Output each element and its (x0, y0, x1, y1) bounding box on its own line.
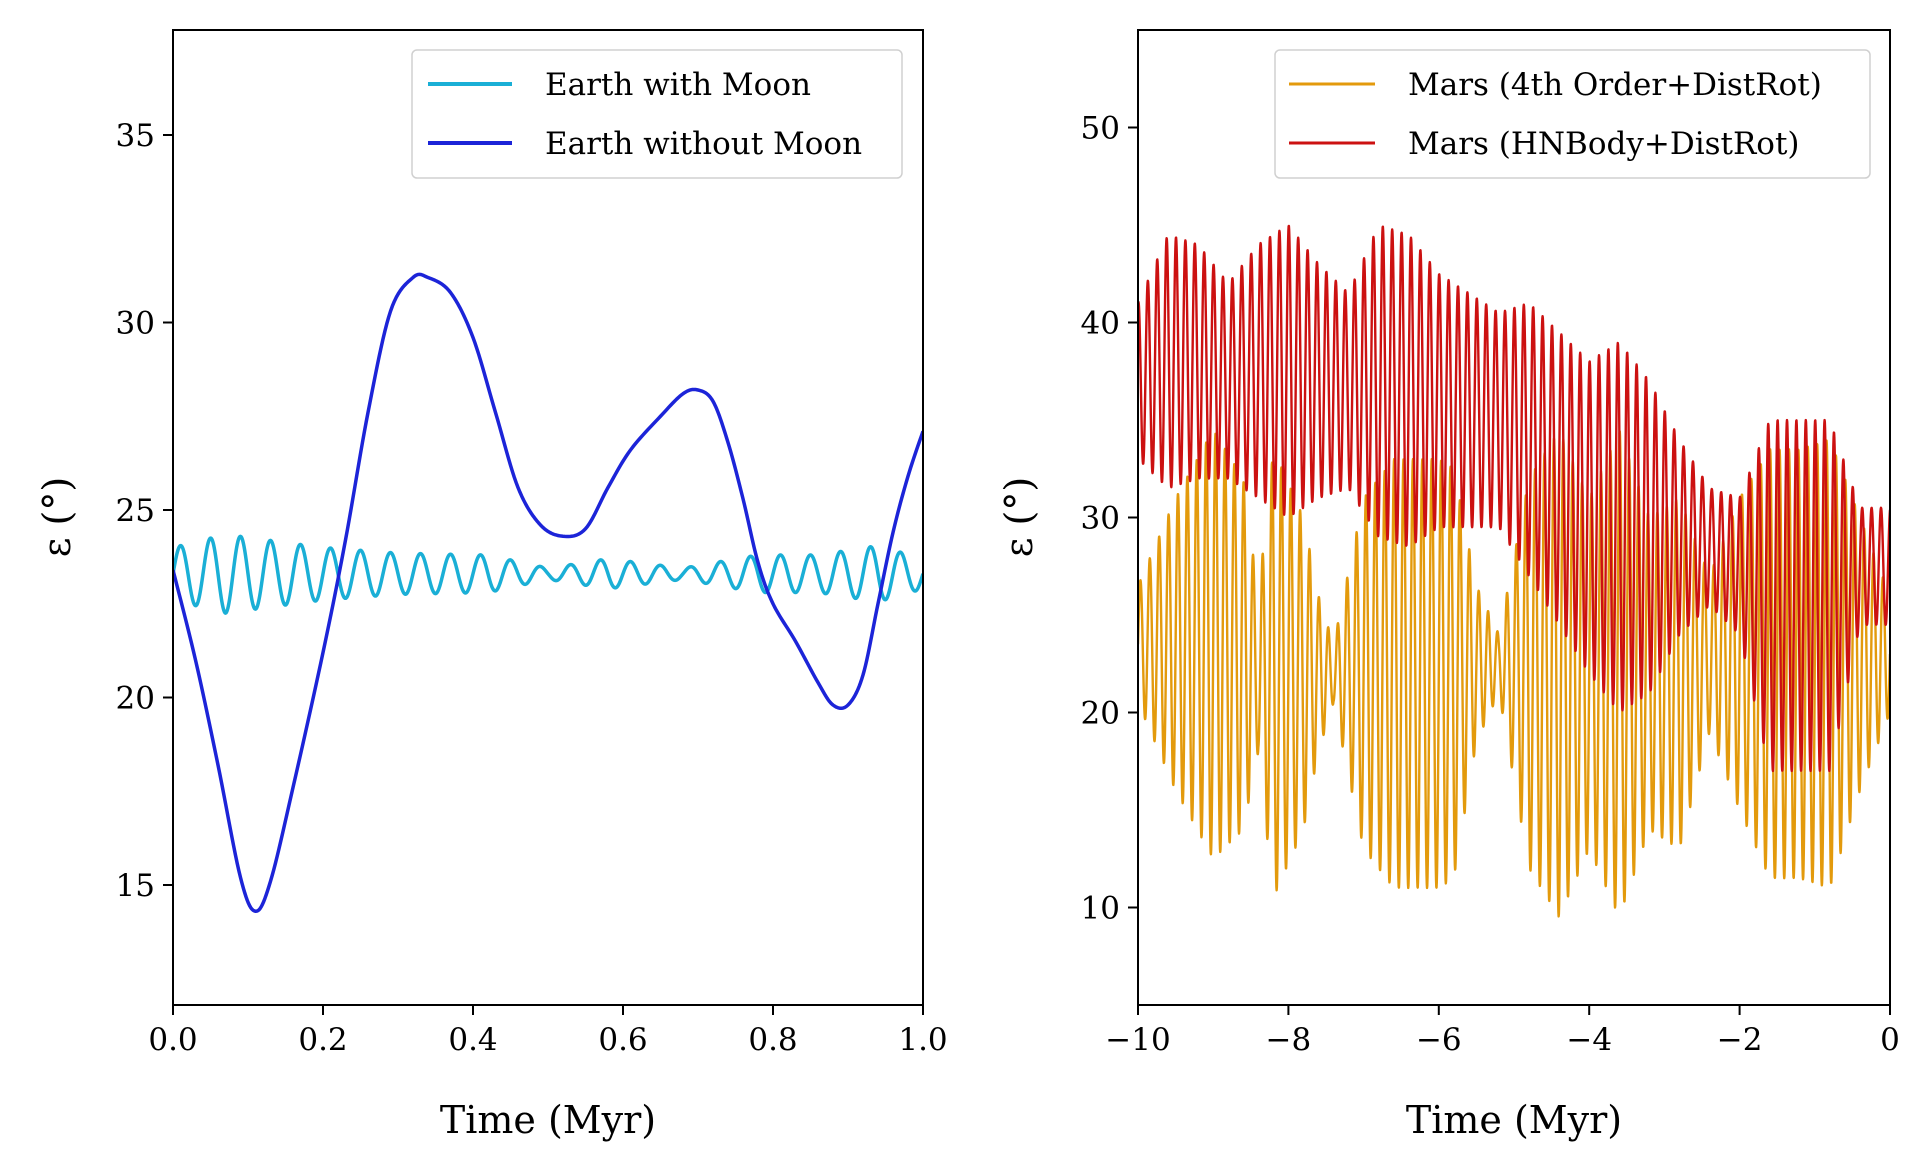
legend-box (1274, 49, 1871, 179)
x-axis: 0.0 0.2 0.4 0.6 0.8 1.0 (148, 1005, 948, 1058)
y-tick-label: 20 (1081, 696, 1120, 732)
legend-label-earth-with-moon: Earth with Moon (545, 67, 811, 103)
x-tick-label: 0.2 (298, 1022, 347, 1058)
x-tick-label: −8 (1266, 1022, 1312, 1058)
series-line-0 (1138, 430, 1890, 918)
legend-label-mars-hnbody: Mars (HNBody+DistRot) (1408, 126, 1800, 162)
y-tick-label: 40 (1081, 306, 1120, 342)
x-tick-label: −4 (1566, 1022, 1612, 1058)
y-axis-title: ε (°) (997, 477, 1041, 557)
legend-box (411, 49, 903, 179)
x-tick-label: 1.0 (898, 1022, 947, 1058)
y-axis: 10 20 30 40 50 (1081, 111, 1138, 927)
y-tick-label: 30 (1081, 501, 1120, 537)
y-tick-label: 35 (116, 118, 155, 154)
x-axis-title: Time (Myr) (1406, 1098, 1622, 1142)
series-line-1 (1138, 224, 1890, 773)
y-tick-label: 15 (116, 868, 155, 904)
y-axis-title: ε (°) (35, 477, 79, 557)
x-tick-label: −10 (1105, 1022, 1170, 1058)
x-axis-title: Time (Myr) (440, 1098, 656, 1142)
series-layer (173, 272, 923, 913)
plot-frame (172, 29, 924, 1006)
x-tick-label: −6 (1416, 1022, 1462, 1058)
x-axis: −10 −8 −6 −4 −2 0 (1105, 1005, 1900, 1058)
x-tick-label: 0.6 (598, 1022, 647, 1058)
series-line-1 (173, 272, 923, 913)
series-line-0 (173, 534, 923, 615)
x-tick-label: 0.0 (148, 1022, 197, 1058)
legend: Mars (4th Order+DistRot) Mars (HNBody+Di… (1274, 49, 1871, 179)
y-tick-label: 25 (116, 493, 155, 529)
legend-label-earth-without-moon: Earth without Moon (545, 126, 862, 162)
y-axis: 15 20 25 30 35 (116, 118, 173, 904)
panel-mars: −10 −8 −6 −4 −2 0 10 20 30 40 50 Time (Myr) ε (°)… (997, 29, 1900, 1142)
y-tick-label: 50 (1081, 111, 1120, 147)
y-tick-label: 30 (116, 306, 155, 342)
y-tick-label: 20 (116, 681, 155, 717)
x-tick-label: 0.4 (448, 1022, 497, 1058)
y-tick-label: 10 (1081, 891, 1120, 927)
panel-earth: 0.0 0.2 0.4 0.6 0.8 1.0 15 20 25 30 35 Time (Myr)… (35, 29, 948, 1142)
legend: Earth with Moon Earth without Moon (411, 49, 903, 179)
x-tick-label: 0 (1880, 1022, 1900, 1058)
series-layer (1138, 224, 1890, 918)
legend-label-mars-4th-order: Mars (4th Order+DistRot) (1408, 67, 1822, 103)
x-tick-label: 0.8 (748, 1022, 797, 1058)
x-tick-label: −2 (1717, 1022, 1763, 1058)
